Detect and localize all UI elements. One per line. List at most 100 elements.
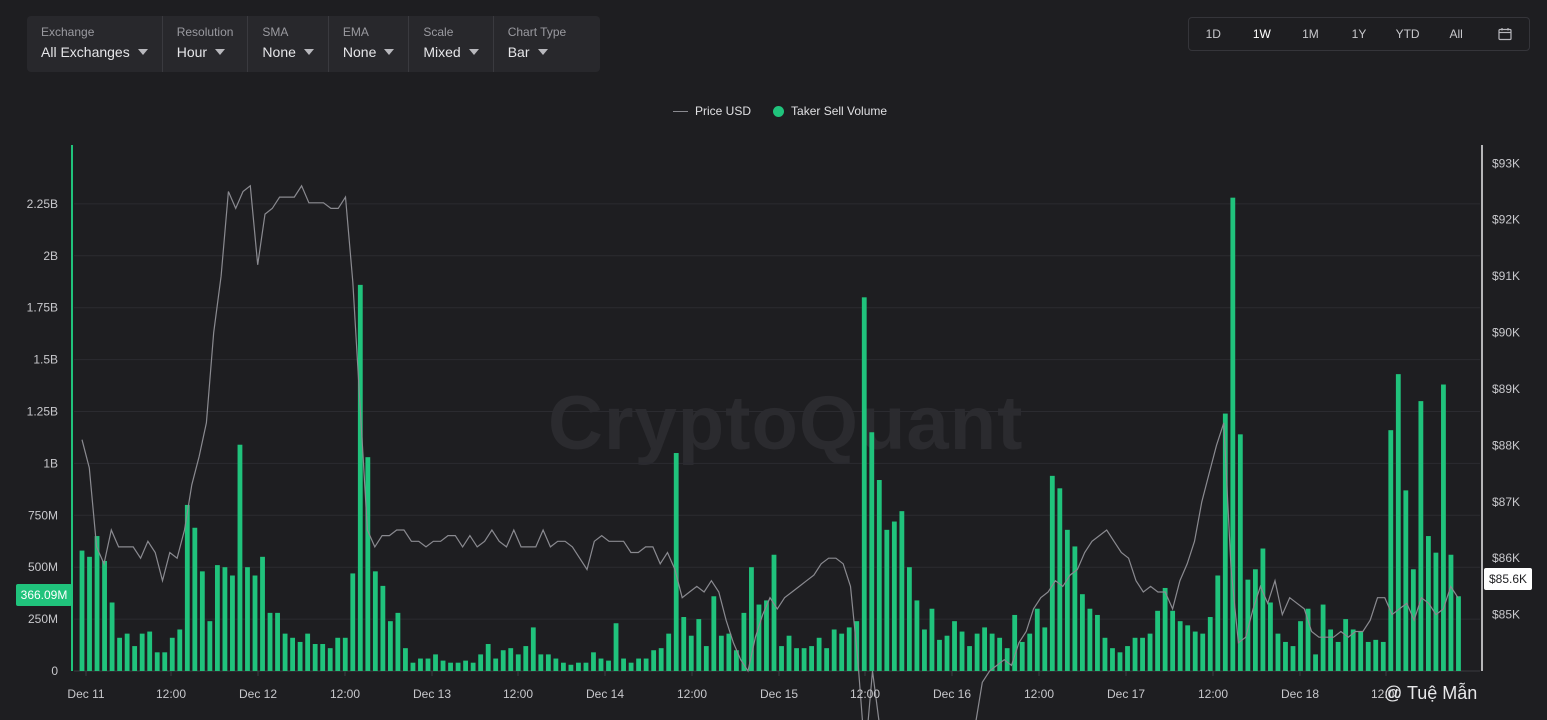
volume-bar bbox=[124, 633, 130, 671]
volume-bar bbox=[1132, 637, 1138, 671]
caret-down-icon bbox=[137, 49, 148, 55]
current-price-badge bbox=[1484, 568, 1532, 590]
y-left-tick-label: 2.25B bbox=[27, 197, 58, 211]
range-button-ytd[interactable]: YTD bbox=[1395, 27, 1420, 41]
range-button-1d[interactable]: 1D bbox=[1205, 27, 1221, 41]
volume-bar bbox=[1275, 633, 1281, 671]
calendar-icon[interactable] bbox=[1480, 27, 1529, 41]
x-tick-label: 12:00 bbox=[503, 687, 533, 701]
x-tick-label: Dec 18 bbox=[1281, 687, 1319, 701]
volume-bar bbox=[463, 660, 469, 671]
volume-bar bbox=[282, 633, 288, 671]
volume-bar bbox=[553, 658, 559, 671]
control-label: Exchange bbox=[41, 25, 95, 39]
volume-bar bbox=[1192, 631, 1198, 671]
volume-bar bbox=[94, 536, 100, 671]
volume-bar bbox=[831, 629, 837, 671]
y-left-tick-label: 1.75B bbox=[27, 301, 58, 315]
volume-bar bbox=[997, 637, 1003, 671]
volume-bar bbox=[1335, 641, 1341, 671]
toolbar-control-chart-type[interactable]: Chart Type Bar bbox=[494, 16, 580, 72]
toolbar-control-ema[interactable]: EMA None bbox=[329, 16, 410, 72]
volume-bar bbox=[508, 648, 514, 671]
control-value-text: None bbox=[262, 44, 296, 60]
volume-bar bbox=[1313, 654, 1318, 671]
range-button-1w[interactable]: 1W bbox=[1252, 27, 1271, 41]
volume-bar bbox=[591, 652, 596, 671]
range-button-all[interactable]: All bbox=[1449, 27, 1463, 41]
volume-bar bbox=[869, 432, 875, 671]
toolbar-control-scale[interactable]: Scale Mixed bbox=[409, 16, 494, 72]
legend-item-price[interactable]: Price USD bbox=[673, 104, 751, 118]
volume-bar bbox=[1298, 621, 1303, 671]
volume-bar bbox=[162, 652, 168, 671]
volume-bar bbox=[1290, 646, 1296, 671]
x-tick-label: Dec 17 bbox=[1107, 687, 1145, 701]
control-label: SMA bbox=[262, 25, 289, 39]
x-tick-label: 12:00 bbox=[677, 687, 707, 701]
volume-bar bbox=[237, 444, 243, 671]
y-right-tick-label: $90K bbox=[1492, 326, 1520, 340]
volume-bar bbox=[515, 654, 521, 671]
volume-bar bbox=[1343, 619, 1349, 671]
control-value: Hour bbox=[177, 44, 234, 60]
volume-bar bbox=[568, 664, 574, 671]
y-right-tick-label: $88K bbox=[1492, 438, 1520, 452]
volume-bar bbox=[357, 284, 363, 671]
volume-bar bbox=[809, 646, 815, 671]
volume-bar bbox=[440, 660, 446, 671]
volume-bar bbox=[403, 648, 408, 671]
volume-bar bbox=[606, 660, 611, 671]
volume-bar bbox=[1042, 627, 1048, 671]
volume-bar bbox=[681, 617, 687, 671]
volume-bar bbox=[207, 621, 213, 671]
volume-bar bbox=[643, 658, 649, 671]
control-value-text: Hour bbox=[176, 44, 208, 60]
volume-bar bbox=[192, 527, 198, 671]
toolbar-control-sma[interactable]: SMA None bbox=[248, 16, 329, 72]
volume-bar bbox=[230, 575, 235, 671]
range-button-1m[interactable]: 1M bbox=[1302, 27, 1319, 41]
y-left-tick-label: 500M bbox=[28, 560, 58, 574]
control-value-text: None bbox=[342, 44, 377, 60]
volume-bar bbox=[1395, 374, 1401, 671]
volume-bar bbox=[102, 560, 107, 671]
volume-bar bbox=[673, 453, 679, 671]
volume-bar bbox=[109, 602, 115, 671]
legend-label-price: Price USD bbox=[695, 104, 752, 118]
control-label: Resolution bbox=[176, 25, 234, 39]
control-value: None bbox=[342, 44, 395, 60]
volume-bar bbox=[628, 662, 634, 671]
control-value: All Exchanges bbox=[41, 44, 148, 60]
toolbar-control-exchange[interactable]: Exchange All Exchanges bbox=[27, 16, 163, 72]
y-left-tick-label: 1.25B bbox=[27, 405, 58, 419]
volume-bar bbox=[478, 654, 484, 671]
volume-bar bbox=[410, 662, 416, 671]
volume-bar bbox=[1049, 475, 1055, 671]
volume-bar bbox=[1125, 646, 1130, 671]
volume-bar bbox=[1012, 614, 1018, 671]
x-tick-label: 12:00 bbox=[1198, 687, 1228, 701]
legend-label-volume: Taker Sell Volume bbox=[791, 104, 888, 118]
toolbar-control-resolution[interactable]: Resolution Hour bbox=[163, 16, 249, 72]
volume-bar bbox=[982, 627, 988, 671]
range-selector: 1D 1W 1M 1Y YTD All bbox=[1188, 17, 1530, 51]
volume-bar bbox=[703, 646, 709, 671]
x-tick-label: Dec 11 bbox=[67, 687, 104, 701]
volume-bar bbox=[290, 637, 296, 671]
volume-bar bbox=[79, 550, 85, 671]
volume-bar bbox=[1418, 401, 1424, 671]
volume-bar bbox=[824, 648, 830, 671]
y-right-tick-label: $85K bbox=[1492, 608, 1520, 622]
volume-bar bbox=[726, 633, 732, 671]
volume-bar bbox=[312, 644, 318, 671]
volume-bar bbox=[1215, 575, 1221, 671]
legend-item-volume[interactable]: Taker Sell Volume bbox=[773, 104, 887, 118]
volume-bar bbox=[1456, 596, 1461, 671]
volume-bar bbox=[1305, 608, 1311, 671]
volume-bar bbox=[350, 573, 356, 671]
volume-bar bbox=[914, 600, 920, 671]
volume-bar bbox=[658, 648, 664, 671]
volume-bar bbox=[952, 621, 957, 671]
range-button-1y[interactable]: 1Y bbox=[1351, 27, 1367, 41]
